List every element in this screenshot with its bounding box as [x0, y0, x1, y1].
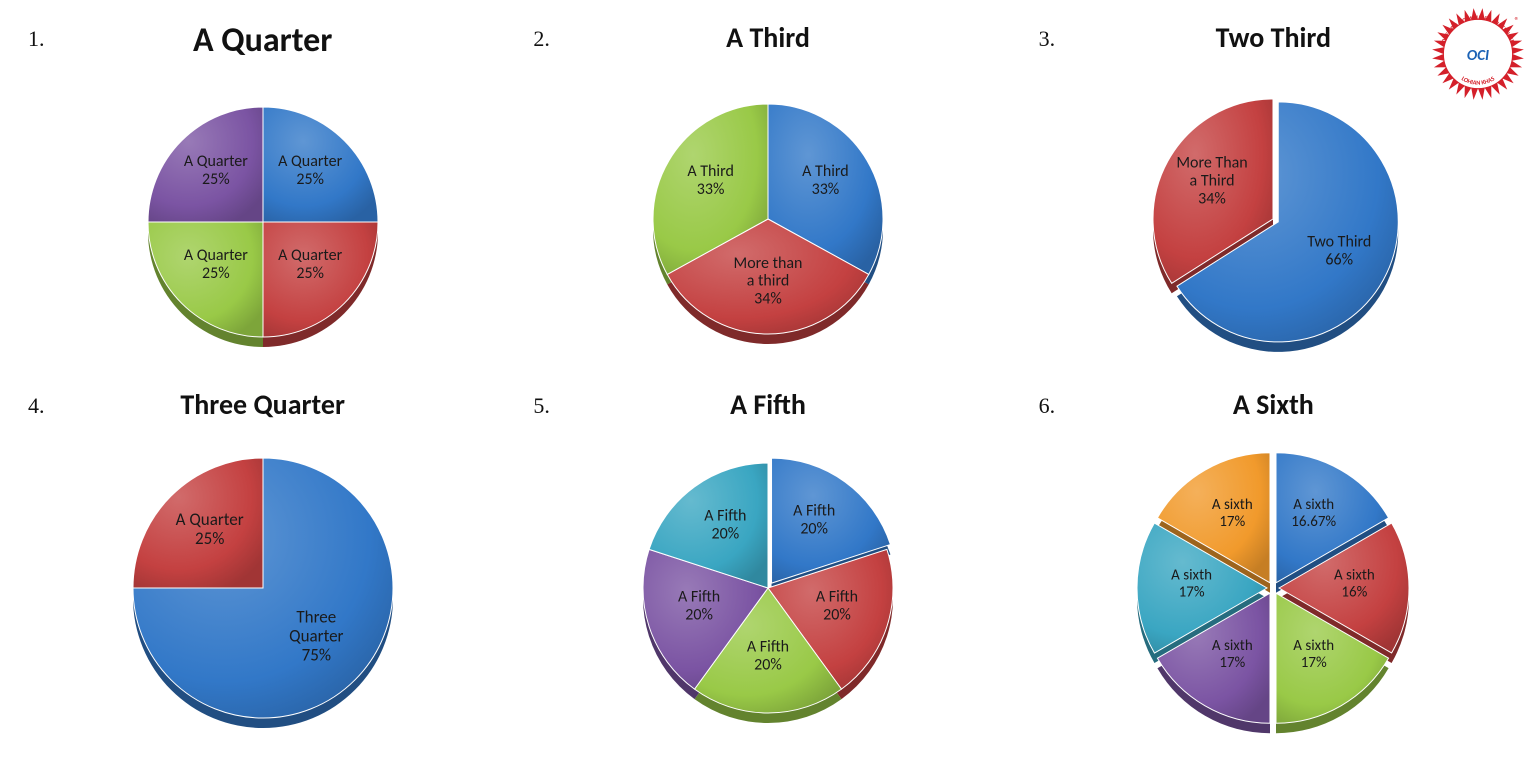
charts-grid: 1. A Quarter [20, 20, 1516, 748]
chart-cell: 6. A Sixth [1031, 387, 1516, 748]
chart-cell: 5. A Fifth [525, 387, 1010, 748]
pie-wrap: A Quarter25%A Quarter25%A Quarter25%A Qu… [118, 67, 408, 377]
chart-cell: 1. A Quarter [20, 20, 505, 377]
pie-wrap: A sixth16.67%A sixth16%A sixth17%A sixth… [1113, 428, 1433, 748]
chart-title: A Third [726, 20, 810, 55]
chart-title: A Sixth [1233, 387, 1314, 422]
chart-number: 6. [1039, 393, 1056, 419]
chart-cell: 4. Three Quarter ThreeQuarter75%A Quarter… [20, 387, 505, 748]
pie-wrap: A Fifth20%A Fifth20%A Fifth20%A Fifth20%… [613, 428, 923, 748]
chart-number: 5. [533, 393, 550, 419]
chart-title: A Fifth [730, 387, 806, 422]
pie-chart: ThreeQuarter75%A Quarter25% [103, 428, 423, 748]
pie-chart: A Third33%More thana third34%A Third33% [623, 74, 913, 364]
chart-cell: 3. Two Third Two Third66%More Thana Third… [1031, 20, 1516, 377]
chart-cell: 2. A Third [525, 20, 1010, 377]
chart-title: A Quarter [193, 20, 332, 61]
pie-chart: Two Third66%More Thana Third34% [1123, 69, 1423, 369]
pie-wrap: Two Third66%More Thana Third34% [1123, 61, 1423, 377]
chart-number: 1. [28, 26, 45, 52]
chart-number: 4. [28, 393, 45, 419]
chart-number: 3. [1039, 26, 1056, 52]
chart-number: 2. [533, 26, 550, 52]
slice-label: A sixth16.67% [1292, 496, 1337, 531]
pie-chart: A sixth16.67%A sixth16%A sixth17%A sixth… [1113, 428, 1433, 748]
pie-chart: A Fifth20%A Fifth20%A Fifth20%A Fifth20%… [613, 433, 923, 743]
chart-title: Three Quarter [180, 387, 344, 422]
chart-title: Two Third [1216, 20, 1331, 55]
pie-wrap: A Third33%More thana third34%A Third33% [623, 61, 913, 377]
pie-chart: A Quarter25%A Quarter25%A Quarter25%A Qu… [118, 77, 408, 367]
pie-wrap: ThreeQuarter75%A Quarter25% [103, 428, 423, 748]
